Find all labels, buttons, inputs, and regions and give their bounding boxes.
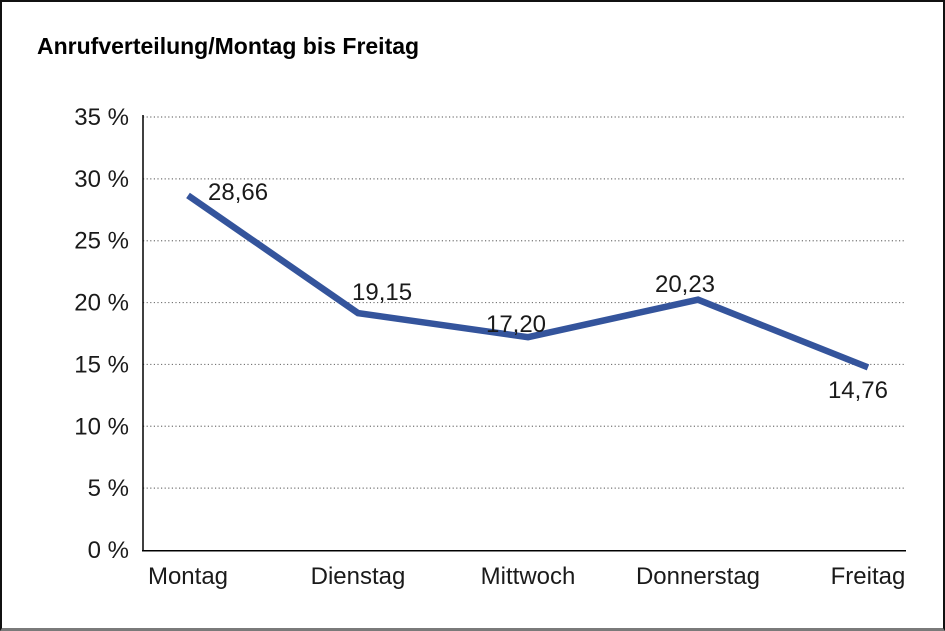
x-axis-label-montag: Montag (148, 563, 228, 590)
chart-title: Anrufverteilung/Montag bis Freitag (37, 33, 420, 59)
y-tick-label-20: 20 % (74, 290, 129, 317)
data-point-label-1: 19,15 (352, 279, 412, 306)
y-tick-label-15: 15 % (74, 351, 129, 378)
y-tick-label-5: 5 % (88, 475, 129, 502)
x-axis-label-freitag: Freitag (831, 563, 906, 590)
data-point-label-0: 28,66 (208, 179, 268, 206)
x-axis-label-donnerstag: Donnerstag (636, 563, 760, 590)
y-tick-label-35: 35 % (74, 104, 129, 131)
x-axis-label-dienstag: Dienstag (311, 563, 406, 590)
data-point-label-2: 17,20 (486, 311, 546, 338)
y-tick-label-25: 25 % (74, 228, 129, 255)
y-tick-label-30: 30 % (74, 166, 129, 193)
data-series-line (186, 192, 870, 371)
y-tick-label-0: 0 % (88, 537, 129, 564)
data-point-label-3: 20,23 (655, 271, 715, 298)
x-axis-label-mittwoch: Mittwoch (481, 563, 576, 590)
y-tick-label-10: 10 % (74, 413, 129, 440)
data-point-label-4: 14,76 (828, 377, 888, 404)
